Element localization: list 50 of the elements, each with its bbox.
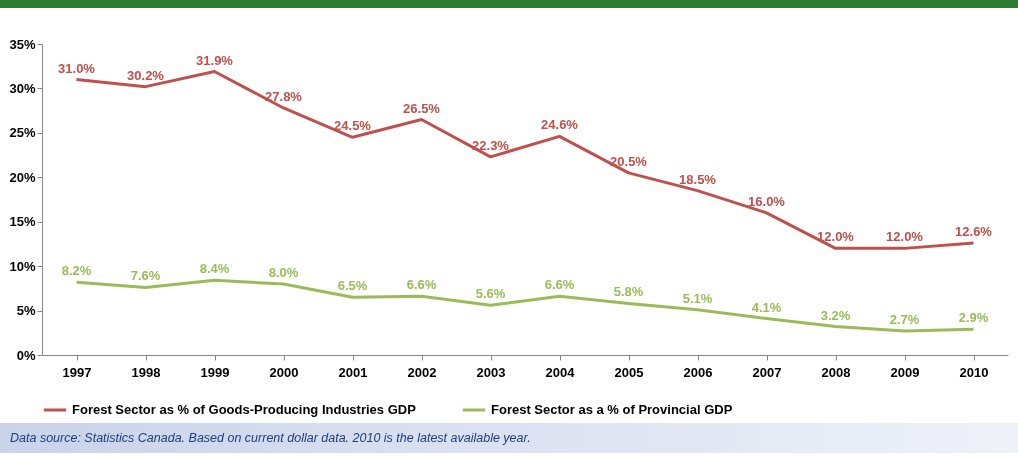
x-tick-label: 1999 (200, 364, 230, 380)
data-label: 2.9% (958, 310, 989, 326)
y-tick-label: 0% (16, 347, 36, 363)
x-tick-label: 2009 (890, 364, 920, 380)
x-tick-label: 2001 (338, 364, 368, 380)
data-label: 8.0% (268, 264, 299, 280)
data-label: 18.5% (679, 171, 717, 187)
y-tick-label: 20% (9, 169, 36, 185)
data-label: 4.1% (751, 299, 782, 315)
data-label: 2.7% (889, 312, 920, 328)
x-tick-label: 2006 (683, 364, 713, 380)
data-label: 3.2% (820, 307, 851, 323)
data-label: 26.5% (403, 100, 441, 116)
x-tick-label: 2005 (614, 364, 644, 380)
x-tick-label: 2004 (545, 364, 576, 380)
x-tick-label: 1997 (62, 364, 92, 380)
legend-label: Forest Sector as % of Goods-Producing Industries GDP (72, 402, 417, 417)
data-label: 5.1% (682, 290, 713, 306)
x-tick-label: 2010 (959, 364, 989, 380)
data-label: 8.2% (61, 263, 92, 279)
y-tick-label: 30% (9, 80, 36, 96)
data-label: 12.6% (955, 224, 993, 240)
x-tick-label: 2003 (476, 364, 506, 380)
data-label: 30.2% (127, 67, 165, 83)
data-label: 31.0% (58, 60, 96, 76)
data-label: 16.0% (748, 193, 786, 209)
y-tick-label: 10% (9, 258, 36, 274)
x-tick-label: 1998 (131, 364, 161, 380)
legend-label: Forest Sector as a % of Provincial GDP (491, 402, 733, 417)
data-label: 12.0% (817, 229, 855, 245)
data-label: 6.6% (406, 277, 437, 293)
x-tick-label: 2007 (752, 364, 782, 380)
y-tick-label: 15% (9, 214, 36, 230)
data-label: 6.6% (544, 277, 575, 293)
source-note: Data source: Statistics Canada. Based on current dollar data. 2010 is the latest available year. (0, 423, 1018, 453)
y-tick-label: 25% (9, 125, 36, 141)
x-tick-label: 2000 (269, 364, 299, 380)
data-label: 24.5% (334, 118, 372, 134)
data-label: 31.9% (196, 52, 234, 68)
data-label: 6.5% (337, 278, 368, 294)
data-label: 7.6% (130, 268, 161, 284)
data-label: 8.4% (199, 261, 230, 277)
data-label: 24.6% (541, 117, 579, 133)
data-label: 5.8% (613, 284, 644, 300)
x-tick-label: 2008 (821, 364, 851, 380)
y-tick-label: 35% (9, 36, 36, 52)
data-label: 12.0% (886, 229, 924, 245)
data-label: 5.6% (475, 286, 506, 302)
y-tick-label: 5% (16, 303, 36, 319)
x-tick-label: 2002 (407, 364, 437, 380)
